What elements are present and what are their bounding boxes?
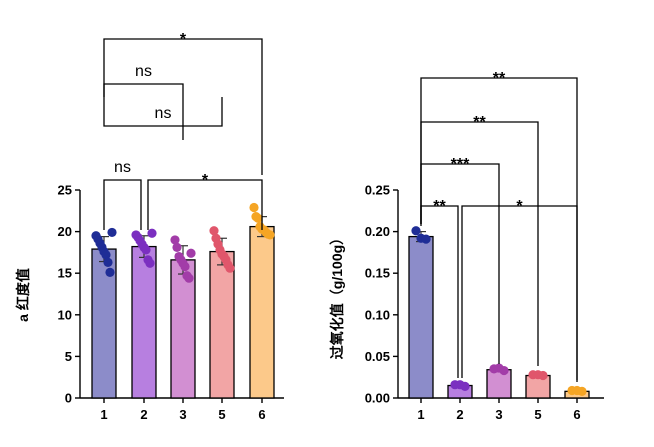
y-tick-label: 10	[58, 307, 72, 322]
x-tick-label: 3	[495, 407, 502, 422]
y-tick-label: 0.25	[365, 183, 390, 198]
data-point	[411, 226, 421, 236]
data-point	[170, 235, 180, 245]
data-point	[253, 213, 263, 223]
significance-bracket	[103, 38, 263, 175]
x-tick-label: 5	[218, 407, 225, 422]
bar	[209, 250, 235, 399]
x-tick-label: 1	[100, 407, 107, 422]
panel-peroxide-value: 0.00 0.05 0.10 0.15 0.20 0.25 过氧化值（g/100g） 1 2 3 5…	[329, 70, 604, 422]
y-tick-label: 25	[58, 183, 72, 198]
data-point	[577, 386, 587, 396]
significance-label: **	[493, 70, 506, 87]
data-point	[172, 242, 182, 253]
bar	[249, 225, 275, 399]
y-tick-label: 0.15	[365, 266, 390, 281]
y-tick-label: 0.00	[365, 391, 390, 406]
y-tick-label: 5	[65, 349, 72, 364]
x-tick-label: 2	[140, 407, 147, 422]
x-tick-label: 6	[258, 407, 265, 422]
y-tick-label: 0.20	[365, 224, 390, 239]
significance-label: ns	[114, 159, 131, 176]
significance-bracket	[420, 121, 539, 366]
data-point	[105, 267, 115, 277]
bar	[131, 245, 157, 399]
significance-label: *	[516, 198, 523, 215]
y-tick-label: 15	[58, 266, 72, 281]
significance-bracket	[103, 179, 142, 230]
data-point	[107, 227, 117, 238]
y-axis-title: a 红度值	[15, 268, 31, 322]
data-point	[141, 245, 151, 255]
y-tick-label: 0.10	[365, 307, 390, 322]
data-point	[538, 370, 548, 381]
y-tick-label: 0	[65, 391, 72, 406]
x-tick-label: 6	[573, 407, 580, 422]
data-point	[186, 248, 196, 258]
data-point	[103, 257, 113, 267]
significance-bracket	[103, 97, 223, 127]
significance-bracket	[461, 205, 578, 380]
data-point	[145, 258, 155, 268]
significance-label: **	[433, 198, 446, 215]
panel-a-redness: 0 5 10 15 20 25 a 红度值 1 2 3 5 6 ns * ns ns *	[15, 31, 284, 422]
data-point	[460, 381, 470, 391]
y-tick-label: 0.05	[365, 349, 390, 364]
data-point	[101, 250, 111, 260]
significance-label: ns	[135, 63, 152, 80]
data-point	[225, 263, 235, 273]
significance-bracket	[147, 179, 263, 230]
y-axis-title: 过氧化值（g/100g）	[329, 231, 345, 359]
x-tick-label: 3	[179, 407, 186, 422]
significance-label: ns	[155, 105, 172, 122]
data-point	[180, 261, 190, 272]
data-point	[421, 234, 431, 244]
significance-label: ***	[451, 156, 470, 173]
bar	[486, 369, 512, 399]
x-tick-label: 2	[456, 407, 463, 422]
data-point	[184, 273, 194, 283]
x-tick-label: 1	[417, 407, 424, 422]
significance-label: *	[180, 31, 187, 48]
y-tick-label: 20	[58, 224, 72, 239]
bar	[408, 235, 434, 399]
data-point	[265, 230, 275, 240]
significance-bracket	[420, 77, 578, 382]
significance-label: **	[473, 114, 486, 131]
data-point	[147, 228, 157, 238]
data-point	[499, 365, 509, 376]
x-tick-label: 5	[534, 407, 541, 422]
data-point	[209, 226, 219, 236]
data-point	[249, 202, 259, 213]
significance-label: *	[202, 172, 209, 189]
